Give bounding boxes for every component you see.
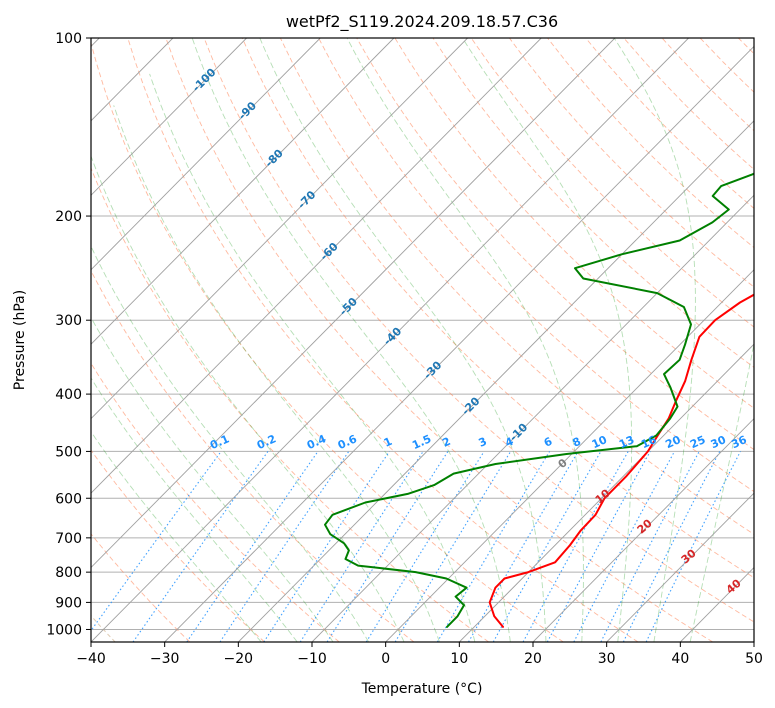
dry-adiabat-line: [165, 38, 713, 642]
isotherm-line: [91, 38, 616, 569]
x-tick-label: 30: [598, 651, 616, 667]
isotherm-line: [238, 120, 754, 642]
mixing-ratio-line: [91, 451, 222, 632]
dry-adiabat-line: [318, 38, 754, 493]
moist-adiabat-line: [91, 154, 405, 642]
y-tick-label: 1000: [46, 622, 82, 638]
y-tick-label: 600: [55, 491, 82, 507]
y-axis-label: Pressure (hPa): [12, 290, 28, 390]
mixing-ratio-line: [365, 451, 485, 642]
dry-adiabat-line: [91, 166, 489, 642]
isotherm-line: [606, 492, 754, 642]
dry-adiabat-line: [356, 38, 754, 451]
mixing-ratio-line: [263, 451, 390, 642]
moist-adiabat-line: [91, 377, 298, 642]
x-tick-label: −30: [150, 651, 180, 667]
moist-adiabat-line: [91, 316, 334, 642]
y-tick-label: 300: [55, 313, 82, 329]
plot-frame: [90, 37, 755, 643]
mixing-ratio-line: [219, 451, 350, 642]
grid-layer: [91, 38, 754, 630]
mixing-ratio-label: 13: [617, 433, 636, 451]
isotherm-line: [91, 38, 689, 642]
mixing-ratio-line: [186, 451, 319, 642]
isotherm-line: [385, 269, 754, 642]
mixing-ratio-line: [326, 451, 449, 642]
isotherm-line: [532, 417, 754, 642]
isotherm-line: [91, 38, 468, 420]
dry-adiabat-line: [432, 38, 754, 368]
x-tick-label: −40: [76, 651, 106, 667]
temperature-profile: [488, 293, 754, 628]
mixing-ratio-line: [645, 451, 741, 642]
y-tick-label: 400: [55, 387, 82, 403]
mixing-ratio-line: [394, 451, 512, 642]
isotherm-line: [91, 38, 247, 196]
moist-adiabat-line: [613, 38, 696, 642]
mixing-ratio-label: 30: [709, 433, 729, 451]
isotherm-line: [311, 194, 754, 642]
y-axis-ticks: 1000 900 800 700 600 500 400 300 200 100: [46, 31, 91, 638]
isotherm-line: [164, 45, 754, 642]
mixing-ratio-line: [622, 451, 721, 642]
y-tick-label: 500: [55, 444, 82, 460]
y-tick-label: 900: [55, 595, 82, 611]
mixing-ratio-line: [546, 451, 651, 642]
dry-adiabat-line: [91, 269, 415, 642]
mixing-ratio-label: 25: [688, 433, 707, 451]
moist-adiabat-line: [462, 38, 633, 642]
mixing-ratio-label: 20: [663, 433, 683, 451]
x-tick-label: 40: [671, 651, 689, 667]
chart-title: wetPf2_S119.2024.209.18.57.C36: [286, 12, 558, 32]
moist-adiabat-line: [91, 245, 370, 642]
x-axis-label: Temperature (°C): [361, 681, 483, 697]
skewed-isotherms: [91, 38, 754, 642]
y-tick-label: 700: [55, 531, 82, 547]
x-tick-label: 10: [450, 651, 468, 667]
x-tick-label: 20: [524, 651, 542, 667]
y-tick-label: 200: [55, 209, 82, 225]
x-tick-label: −10: [297, 651, 327, 667]
moist-adiabat-line: [259, 38, 547, 642]
x-tick-label: 0: [381, 651, 390, 667]
isotherm-line: [459, 343, 754, 642]
dry-adiabat-line: [127, 38, 639, 642]
y-tick-label: 100: [55, 31, 82, 47]
dry-adiabat-line: [91, 449, 265, 642]
sounding-series: [324, 172, 754, 628]
dry-adiabat-line: [470, 38, 754, 328]
mixing-ratio-label: 10: [590, 433, 610, 451]
isotherm-line: [91, 38, 542, 494]
x-tick-label: 50: [745, 651, 763, 667]
mixing-ratio-label: 36: [729, 433, 749, 451]
isotherm-line: [91, 38, 395, 345]
moist-adiabat-line: [149, 73, 476, 642]
dewpoint-profile: [324, 172, 754, 628]
mixing-ratio-line: [299, 451, 424, 642]
x-tick-label: −20: [224, 651, 254, 667]
x-axis-ticks: −40 −30 −20 −10 0 10 20 30 40 50: [76, 642, 763, 667]
moist-adiabat-line: [689, 341, 754, 642]
moist-adiabats: [91, 38, 754, 642]
dry-adiabat-line: [203, 38, 754, 623]
mixing-ratio-line: [522, 451, 629, 642]
moist-adiabat-line: [113, 105, 440, 642]
moist-adiabat-line: [91, 430, 262, 642]
dry-adiabat-line: [91, 533, 191, 642]
mixing-ratio-label: 16: [639, 433, 659, 451]
y-tick-label: 800: [55, 565, 82, 581]
isotherm-line: [91, 38, 321, 271]
